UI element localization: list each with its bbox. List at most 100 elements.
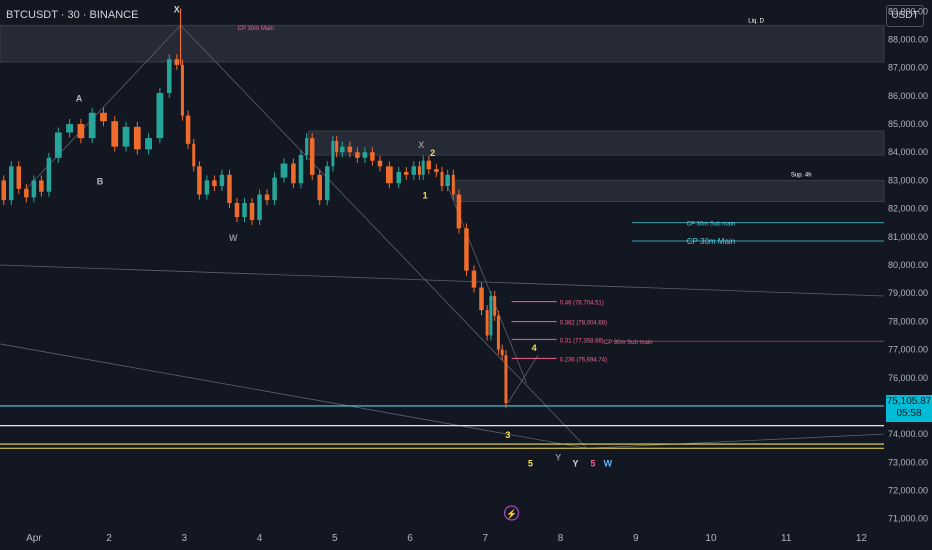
candle-47 <box>370 152 375 161</box>
candle-53 <box>417 166 421 175</box>
level-label-1: Liq. D <box>748 19 764 25</box>
candle-62 <box>471 270 477 288</box>
candle-22 <box>192 143 196 167</box>
wave-label-1: X <box>174 4 180 14</box>
wave-label-6: 2 <box>430 148 435 158</box>
level-label-3: Sup. 4h <box>791 172 812 178</box>
supply-zone-2 <box>307 130 885 156</box>
candle-26 <box>219 174 225 187</box>
x-tick-label-5: 5 <box>332 533 338 544</box>
lightning-glyph: ⚡ <box>506 508 517 520</box>
fib-label-1: 0.46 (78,704.51) <box>560 301 604 307</box>
wave-label-11: Y <box>555 453 561 463</box>
candle-51 <box>404 171 409 175</box>
last-price-tag: 75,105.87 05:58 <box>886 394 932 422</box>
candle-68 <box>500 349 504 356</box>
candle-52 <box>411 166 417 175</box>
candle-11 <box>88 112 96 139</box>
candle-59 <box>451 174 455 195</box>
candle-24 <box>204 180 210 195</box>
candle-58 <box>445 174 450 187</box>
y-tick-label-15: 85,000.00 <box>888 119 928 129</box>
trend-line-1 <box>0 264 885 297</box>
y-tick-label-9: 79,000.00 <box>888 288 928 298</box>
y-tick-label-1: 71,000.00 <box>888 514 928 524</box>
y-tick-label-14: 84,000.00 <box>888 147 928 157</box>
wave-label-3: B <box>97 176 104 186</box>
supply-zone-1 <box>0 24 885 63</box>
wave-label-8: 4 <box>532 343 537 353</box>
level-label-5: CP 30m Main <box>687 237 735 246</box>
candle-6 <box>39 180 44 192</box>
candle-60 <box>456 194 462 229</box>
candle-14 <box>122 126 130 147</box>
wave-label-7: 1 <box>423 191 428 201</box>
candle-4 <box>24 188 29 198</box>
candle-36 <box>298 155 304 184</box>
wave-label-4: W <box>229 233 238 243</box>
candle-54 <box>421 160 425 175</box>
candle-63 <box>479 287 484 311</box>
candle-25 <box>212 180 217 187</box>
x-tick-label-12: 12 <box>856 533 868 544</box>
trend-line-2 <box>0 343 587 449</box>
candle-33 <box>272 177 277 201</box>
y-tick-label-11: 81,000.00 <box>888 232 928 242</box>
candle-67 <box>496 315 500 350</box>
candle-13 <box>111 121 119 147</box>
candle-57 <box>440 171 444 187</box>
y-tick-label-16: 86,000.00 <box>888 91 928 101</box>
wave-label-9: 3 <box>505 430 510 440</box>
y-tick-label-8: 78,000.00 <box>888 316 928 326</box>
candle-37 <box>305 138 309 156</box>
lightning-icon <box>503 505 520 521</box>
candle-61 <box>464 228 469 271</box>
x-tick-label-2: 2 <box>106 533 112 544</box>
candle-45 <box>355 152 360 158</box>
y-tick-label-6: 76,000.00 <box>888 373 928 383</box>
currency-button[interactable]: USDT <box>886 5 924 27</box>
candle-42 <box>335 140 339 153</box>
candle-15 <box>133 126 141 150</box>
candle-7 <box>46 157 52 192</box>
candle-23 <box>197 166 202 195</box>
candle-8 <box>54 132 62 158</box>
candle-34 <box>280 163 288 178</box>
candle-5 <box>31 180 37 198</box>
trend-line-7 <box>507 355 539 404</box>
candle-3 <box>16 166 22 189</box>
x-tick-label-1: Apr <box>26 533 42 544</box>
candle-66 <box>493 296 497 316</box>
candle-29 <box>242 202 247 218</box>
candle-21 <box>185 115 191 144</box>
candle-49 <box>385 166 393 184</box>
candle-30 <box>249 202 255 220</box>
candle-35 <box>291 163 296 184</box>
candle-50 <box>396 171 401 184</box>
wave-label-12: Y <box>573 458 579 468</box>
x-tick-label-6: 6 <box>407 533 413 544</box>
x-tick-label-9: 9 <box>633 533 639 544</box>
candle-18 <box>167 59 172 94</box>
candle-1 <box>1 180 7 201</box>
candle-38 <box>309 138 315 175</box>
x-tick-label-7: 7 <box>482 533 488 544</box>
fib-label-2: 0.382 (78,004.68) <box>560 321 607 327</box>
candle-46 <box>362 152 368 158</box>
wave-label-10: 5 <box>528 458 533 468</box>
level-label-4: CP 30m Sub main <box>687 222 736 228</box>
candle-12 <box>100 112 107 122</box>
x-tick-label-8: 8 <box>558 533 564 544</box>
x-tick-label-4: 4 <box>257 533 263 544</box>
trend-line-3 <box>586 433 885 449</box>
x-tick-label-3: 3 <box>182 533 188 544</box>
wave-label-5: X <box>418 140 424 150</box>
candle-9 <box>66 124 73 133</box>
candle-27 <box>227 174 232 203</box>
y-tick-label-7: 77,000.00 <box>888 345 928 355</box>
candle-10 <box>77 124 85 139</box>
level-label-2: CP 30m Main <box>238 26 274 32</box>
candle-31 <box>257 194 262 220</box>
